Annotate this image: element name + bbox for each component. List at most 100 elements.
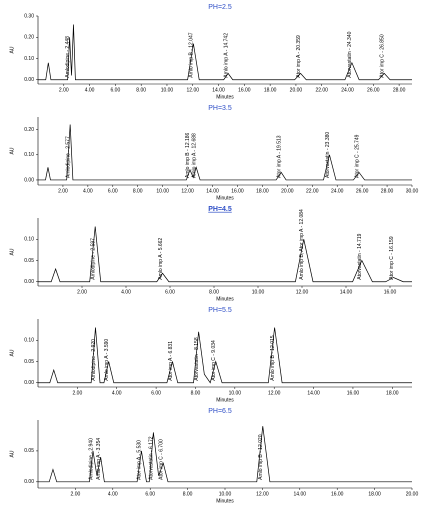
y-axis-label: AU: [9, 349, 15, 356]
x-tick-label: 12.00: [181, 188, 194, 194]
peak-label: Amlo imp A - 3.590: [104, 339, 110, 381]
peak-label: Amlodipine - 2.920: [91, 339, 97, 381]
peak-label: Amlo imp B - 12.186: [185, 132, 191, 178]
x-tick-label: 10.00: [161, 87, 174, 93]
y-axis-label: AU: [9, 147, 15, 154]
x-axis-label: Minutes: [216, 296, 234, 302]
y-tick-label: 0.05: [24, 359, 34, 365]
y-tick-label: 0.20: [24, 127, 34, 133]
y-tick-label: 0.10: [24, 338, 34, 344]
panel-title: PH=5.5: [208, 307, 232, 314]
x-tick-label: 8.00: [183, 491, 193, 497]
peak-label: Ator imp A - 20.359: [296, 35, 302, 78]
y-tick-label: 0.00: [24, 479, 34, 485]
x-tick-label: 2.00: [59, 87, 69, 93]
y-axis-label: AU: [9, 450, 15, 457]
x-tick-label: 14.00: [212, 87, 225, 93]
x-tick-label: 4.00: [112, 390, 122, 396]
peak-label: Amlo imp A - 5.662: [158, 238, 164, 280]
y-tick-label: 0.10: [24, 237, 34, 243]
panel-title: PH=4.5: [208, 206, 232, 213]
x-tick-label: 18.00: [368, 491, 381, 497]
peak-label: Atorvastatin - 23.380: [325, 132, 331, 178]
y-tick-label: 0.10: [24, 56, 34, 62]
peak-label: Atorvastatin - 14.719: [357, 233, 363, 279]
x-tick-label: 4.00: [85, 87, 95, 93]
x-axis-label: Minutes: [216, 94, 234, 100]
chromatogram-trace: [38, 24, 412, 81]
peak-label: Amlo imp A - 14.742: [223, 33, 229, 78]
peak-label: Amlo imp B - 12.020: [258, 434, 264, 480]
peak-label: Atorvastatin - 24.340: [347, 31, 353, 77]
x-tick-label: 24.00: [341, 87, 354, 93]
x-tick-label: 2.00: [58, 188, 68, 194]
x-tick-label: 4.00: [83, 188, 93, 194]
y-tick-label: 0.20: [24, 35, 34, 41]
x-tick-label: 14.00: [307, 390, 320, 396]
chromatogram-trace: [38, 327, 412, 384]
x-tick-label: 6.00: [165, 289, 175, 295]
x-tick-label: 20.00: [406, 491, 419, 497]
peak-label: Amlodipine - 2.448: [65, 36, 71, 78]
x-tick-label: 26.00: [367, 87, 380, 93]
x-tick-label: 2.00: [73, 390, 83, 396]
y-tick-label: 0.30: [24, 13, 34, 19]
chromatogram-trace: [38, 226, 412, 283]
x-axis-label: Minutes: [216, 195, 234, 201]
x-tick-label: 6.00: [151, 390, 161, 396]
peak-label: Amlo imp A - 3.354: [96, 438, 102, 480]
peak-label: Ator imp A - 5.530: [137, 440, 143, 480]
x-tick-label: 16.00: [231, 188, 244, 194]
x-tick-label: 4.00: [108, 491, 118, 497]
chromatogram-trace: [38, 124, 412, 181]
x-tick-label: 2.00: [77, 289, 87, 295]
x-tick-label: 28.00: [381, 188, 394, 194]
chromatogram-trace: [38, 426, 412, 483]
x-tick-label: 10.00: [156, 188, 169, 194]
x-tick-label: 8.00: [209, 289, 219, 295]
x-tick-label: 14.00: [294, 491, 307, 497]
peak-label: Ator imp A - 19.513: [277, 135, 283, 178]
x-tick-label: 16.00: [238, 87, 251, 93]
peak-label: Ator imp C - 26.850: [380, 34, 386, 78]
y-tick-label: 0.05: [24, 448, 34, 454]
y-tick-label: 0.00: [24, 380, 34, 386]
x-tick-label: 16.00: [384, 289, 397, 295]
x-tick-label: 16.00: [347, 390, 360, 396]
panel-title: PH=3.5: [208, 105, 232, 112]
y-tick-label: 0.00: [24, 279, 34, 285]
y-tick-label: 0.05: [24, 258, 34, 264]
x-tick-label: 30.00: [406, 188, 419, 194]
peak-label: Atorvastatin - 8.158: [194, 337, 200, 381]
y-tick-label: 0.00: [24, 177, 34, 183]
peak-label: Amlo imp B, Ator imp A - 12.084: [299, 209, 305, 280]
x-tick-label: 20.00: [281, 188, 294, 194]
x-tick-label: 14.00: [206, 188, 219, 194]
peak-label: Ator imp C - 9.034: [211, 340, 217, 381]
x-tick-label: 18.00: [386, 390, 399, 396]
peak-label: Ator imp C - 16.159: [389, 236, 395, 280]
x-tick-label: 24.00: [331, 188, 344, 194]
peak-label: Amlo imp B - 12.015: [270, 335, 276, 381]
x-tick-label: 26.00: [356, 188, 369, 194]
y-axis-label: AU: [9, 248, 15, 255]
x-tick-label: 10.00: [229, 390, 242, 396]
peak-label: Atorvastatin - 6.172: [149, 436, 155, 480]
peak-label: Ator imp A - 6.831: [168, 341, 174, 381]
x-tick-label: 12.00: [268, 390, 281, 396]
x-tick-label: 18.00: [264, 87, 277, 93]
x-tick-label: 6.00: [111, 87, 121, 93]
x-tick-label: 8.00: [136, 87, 146, 93]
y-axis-label: AU: [9, 46, 15, 53]
x-tick-label: 8.00: [191, 390, 201, 396]
x-tick-label: 6.00: [145, 491, 155, 497]
x-tick-label: 10.00: [219, 491, 232, 497]
x-tick-label: 16.00: [331, 491, 344, 497]
panel-title: PH=2.5: [208, 4, 232, 11]
x-axis-label: Minutes: [216, 498, 234, 504]
peak-label: Amlo imp B - 12.047: [189, 32, 195, 78]
x-tick-label: 22.00: [306, 188, 319, 194]
peak-label: Ator imp C - 6.700: [159, 439, 165, 480]
x-tick-label: 14.00: [340, 289, 353, 295]
